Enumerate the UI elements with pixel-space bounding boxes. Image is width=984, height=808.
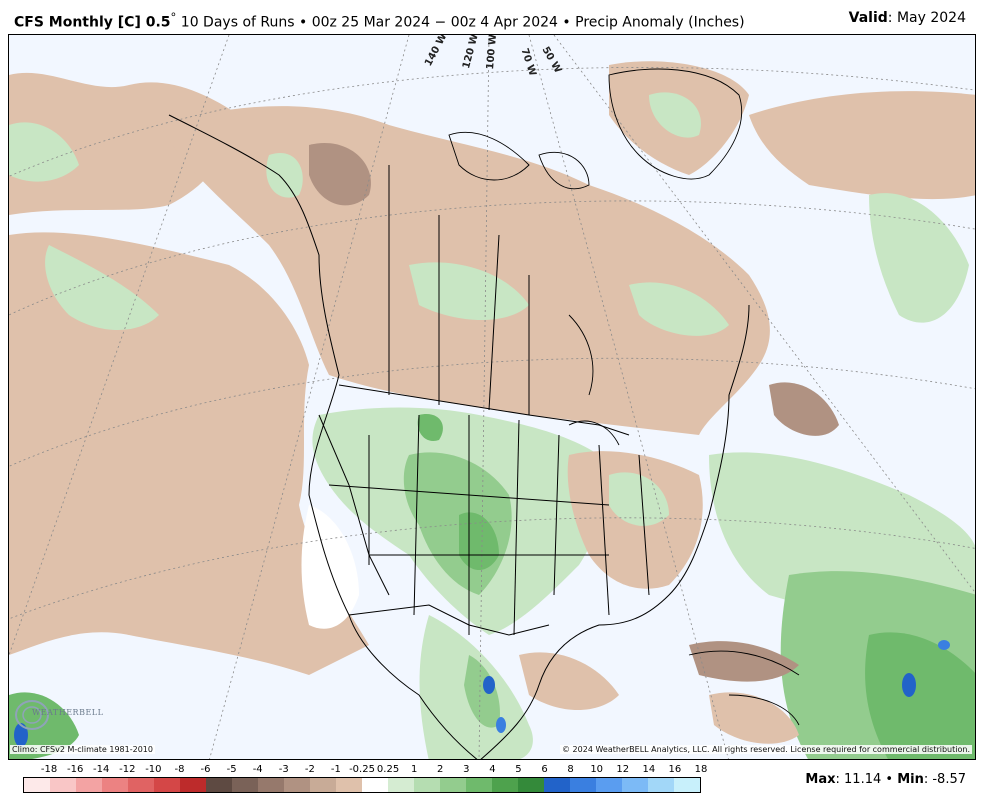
colorbar-swatch (50, 778, 76, 792)
colorbar-tick-label: -0.25 (349, 764, 375, 775)
colorbar-swatch (440, 778, 466, 792)
colorbar-tick-label: 4 (489, 764, 496, 775)
colorbar-swatch (388, 778, 414, 792)
colorbar-swatch (128, 778, 154, 792)
colorbar-tick-label: -16 (66, 764, 84, 775)
title-degree: ° (170, 10, 177, 24)
max-min-stats: Max: 11.14 • Min: -8.57 (805, 772, 966, 787)
colorbar-tick-label: 12 (616, 764, 630, 775)
colorbar-tick-label: 14 (642, 764, 656, 775)
colorbar-tick-label: 5 (515, 764, 522, 775)
max-label: Max (805, 772, 836, 787)
colorbar-tick-label: -14 (93, 764, 110, 775)
valid-label: Valid (848, 10, 888, 26)
colorbar-swatch (232, 778, 258, 792)
max-value: : 11.14 • (835, 772, 898, 787)
weatherbell-logo: WEATHERBELL (14, 696, 104, 734)
colorbar-tick-label: 0.25 (376, 764, 400, 775)
colorbar-swatch (622, 778, 648, 792)
map-canvas (9, 35, 975, 759)
title-description: 10 Days of Runs • 00z 25 Mar 2024 − 00z … (176, 14, 745, 31)
colorbar-swatch (258, 778, 284, 792)
colorbar-tick-label: 1 (410, 764, 418, 775)
colorbar-swatch (76, 778, 102, 792)
header: CFS Monthly [C] 0.5° 10 Days of Runs • 0… (0, 0, 984, 34)
valid-value: : May 2024 (887, 10, 966, 26)
colorbar-swatch (570, 778, 596, 792)
colorbar-swatch (102, 778, 128, 792)
colorbar-swatch (336, 778, 362, 792)
precip-anomaly-map: 140 W 120 W 100 W 70 W 50 W (8, 34, 976, 760)
colorbar-tick-label: -4 (252, 764, 263, 775)
min-label: Min (897, 772, 924, 787)
colorbar-tick-label: -3 (278, 764, 289, 775)
copyright-notice: © 2024 WeatherBELL Analytics, LLC. All r… (560, 745, 972, 754)
logo-text: WEATHERBELL (32, 708, 104, 717)
colorbar-tick-label: 10 (590, 764, 604, 775)
colorbar-swatch (24, 778, 50, 792)
colorbar-tick-label: -1 (330, 764, 341, 775)
colorbar (23, 777, 701, 793)
colorbar-swatch (414, 778, 440, 792)
logo-swirl-icon (15, 700, 49, 730)
colorbar-swatch (206, 778, 232, 792)
colorbar-swatch (310, 778, 336, 792)
min-value: : -8.57 (923, 772, 966, 787)
colorbar-swatch (674, 778, 700, 792)
valid-date: Valid: May 2024 (849, 10, 966, 26)
colorbar-tick-label: -12 (119, 764, 136, 775)
colorbar-tick-label: 3 (463, 764, 470, 775)
colorbar-swatch (154, 778, 180, 792)
colorbar-tick-label: 18 (694, 764, 708, 775)
colorbar-swatch (492, 778, 518, 792)
colorbar-tick-label: -5 (226, 764, 237, 775)
colorbar-swatch (596, 778, 622, 792)
colorbar-swatch (518, 778, 544, 792)
colorbar-tick-label: -2 (304, 764, 315, 775)
colorbar-tick-label: 6 (541, 764, 548, 775)
colorbar-swatch (648, 778, 674, 792)
map-title: CFS Monthly [C] 0.5° 10 Days of Runs • 0… (14, 10, 745, 31)
title-model: CFS Monthly [C] 0.5 (14, 14, 171, 31)
colorbar-tick-label: -18 (40, 764, 58, 775)
colorbar-swatch (544, 778, 570, 792)
colorbar-tick-label: 16 (668, 764, 682, 775)
colorbar-tick-label: 8 (567, 764, 574, 775)
colorbar-tick-label: -8 (174, 764, 185, 775)
colorbar-swatch (180, 778, 206, 792)
colorbar-tick-label: 2 (437, 764, 444, 775)
colorbar-tick-label: -10 (145, 764, 162, 775)
colorbar-swatch (362, 778, 388, 792)
colorbar-swatch (284, 778, 310, 792)
colorbar-swatch (466, 778, 492, 792)
colorbar-tick-label: -6 (200, 764, 211, 775)
climo-note: Climo: CFSv2 M-climate 1981-2010 (10, 745, 155, 754)
